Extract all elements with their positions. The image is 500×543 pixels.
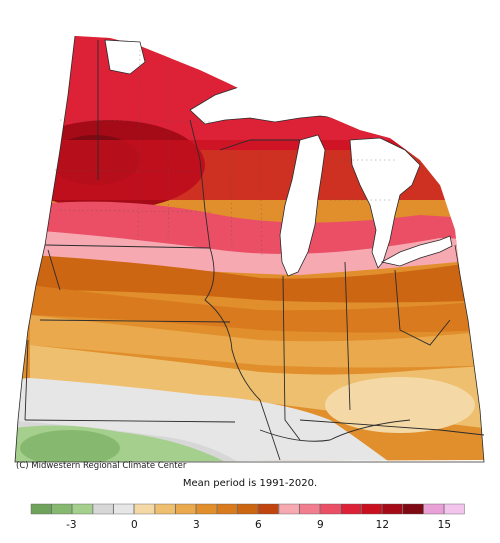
legend-swatch [258, 503, 279, 515]
legend-swatch [340, 503, 362, 515]
legend-swatch [72, 503, 93, 515]
legend-tick-label: 6 [255, 519, 262, 531]
legend-tick-label: 9 [317, 519, 324, 531]
legend-swatch [320, 503, 341, 515]
lake-erie [380, 235, 453, 267]
legend-swatch [361, 503, 383, 515]
legend-swatch [382, 503, 403, 515]
legend-swatch [30, 503, 52, 515]
legend-swatch [237, 503, 259, 515]
temperature-departure-map [14, 30, 500, 463]
dotted-grid [54, 49, 395, 256]
legend-swatch [299, 503, 321, 515]
legend-swatch [216, 503, 238, 515]
lake-michigan [279, 134, 326, 277]
legend-swatch [196, 503, 217, 515]
legend-swatch [51, 503, 73, 515]
color-legend: -30369121518 [30, 503, 500, 531]
legend-swatch [444, 503, 465, 515]
legend-swatch [92, 503, 114, 515]
lake-of-the-woods [104, 39, 146, 75]
legend-swatch [402, 503, 424, 515]
map-boundary [14, 35, 485, 463]
lake-huron [349, 137, 421, 269]
legend-swatch [113, 503, 135, 515]
credit-text: (C) Midwestern Regional Climate Center [16, 461, 187, 471]
legend-swatch [175, 503, 197, 515]
mean-period-note: Mean period is 1991-2020. [182, 478, 318, 489]
legend-swatch [154, 503, 176, 515]
legend-tick-label: 15 [438, 519, 451, 531]
legend-tick-label: 0 [131, 519, 138, 531]
legend-tick-label: -3 [66, 519, 76, 531]
legend-swatch [134, 503, 155, 515]
canada-region [150, 30, 500, 250]
legend-tick-label: 3 [193, 519, 200, 531]
legend-swatch [423, 503, 445, 515]
legend-tick-label: 12 [376, 519, 389, 531]
state-boundaries [24, 40, 485, 461]
legend-swatch [278, 503, 300, 515]
